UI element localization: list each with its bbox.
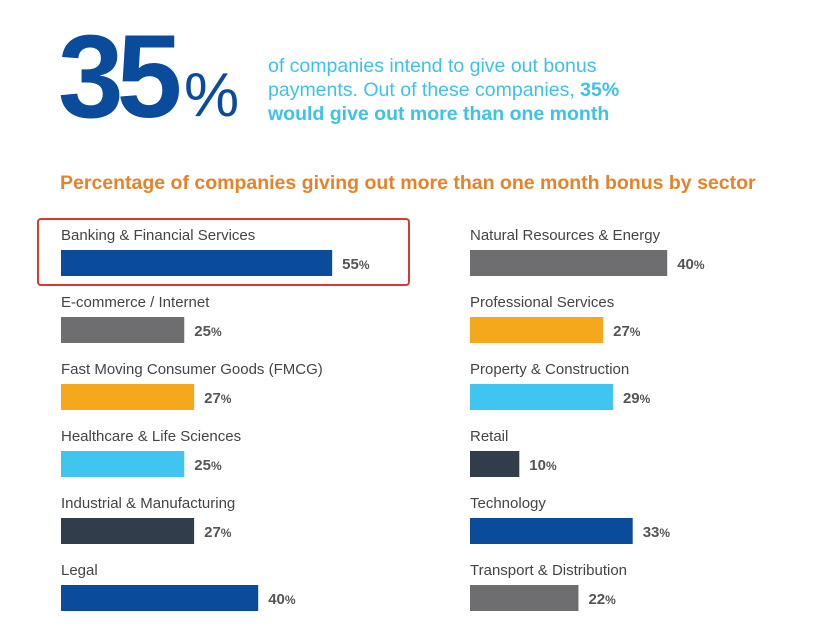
bar-banking-financial-services <box>61 250 333 276</box>
category-label-fast-moving-consumer-goods-fmcg: Fast Moving Consumer Goods (FMCG) <box>61 361 323 378</box>
value-label-industrial-manufacturing: 27% <box>204 524 232 541</box>
category-label-industrial-manufacturing: Industrial & Manufacturing <box>61 495 235 512</box>
headline-text-bold-pct: 35% <box>580 79 620 101</box>
value-label-fast-moving-consumer-goods-fmcg: 27% <box>204 390 232 407</box>
category-label-natural-resources-energy: Natural Resources & Energy <box>470 227 661 244</box>
category-label-transport-distribution: Transport & Distribution <box>470 562 627 579</box>
bar-industrial-manufacturing <box>61 518 195 544</box>
value-label-technology: 33% <box>643 524 671 541</box>
highlight-box <box>37 218 410 286</box>
headline-number: 35 <box>58 11 182 143</box>
bar-property-construction <box>470 384 613 410</box>
category-label-e-commerce-internet: E-commerce / Internet <box>61 294 210 311</box>
bar-natural-resources-energy <box>470 250 668 276</box>
bar-e-commerce-internet <box>61 317 185 343</box>
value-label-healthcare-life-sciences: 25% <box>194 457 222 474</box>
headline-text: of companies intend to give out bonus pa… <box>268 54 688 126</box>
value-label-e-commerce-internet: 25% <box>194 323 222 340</box>
bar-retail <box>470 451 520 477</box>
headline-percent-sign: % <box>184 61 240 130</box>
headline-text-bold-rest: would give out more than one month <box>268 103 610 125</box>
value-label-professional-services: 27% <box>613 323 641 340</box>
value-label-retail: 10% <box>529 457 557 474</box>
value-label-banking-financial-services: 55% <box>342 256 370 273</box>
category-label-banking-financial-services: Banking & Financial Services <box>61 227 255 244</box>
bar-fast-moving-consumer-goods-fmcg <box>61 384 195 410</box>
bar-legal <box>61 585 259 611</box>
category-label-legal: Legal <box>61 562 98 579</box>
bar-transport-distribution <box>470 585 579 611</box>
value-label-transport-distribution: 22% <box>588 591 616 608</box>
value-label-legal: 40% <box>268 591 296 608</box>
bar-healthcare-life-sciences <box>61 451 185 477</box>
category-label-retail: Retail <box>470 428 508 445</box>
bar-technology <box>470 518 633 544</box>
category-label-professional-services: Professional Services <box>470 294 614 311</box>
category-label-technology: Technology <box>470 495 546 512</box>
value-label-natural-resources-energy: 40% <box>677 256 705 273</box>
category-label-healthcare-life-sciences: Healthcare & Life Sciences <box>61 428 241 445</box>
bar-professional-services <box>470 317 604 343</box>
chart-title: Percentage of companies giving out more … <box>60 172 756 194</box>
value-label-property-construction: 29% <box>623 390 651 407</box>
category-label-property-construction: Property & Construction <box>470 361 629 378</box>
headline-text-plain: of companies intend to give out bonus pa… <box>268 55 597 101</box>
